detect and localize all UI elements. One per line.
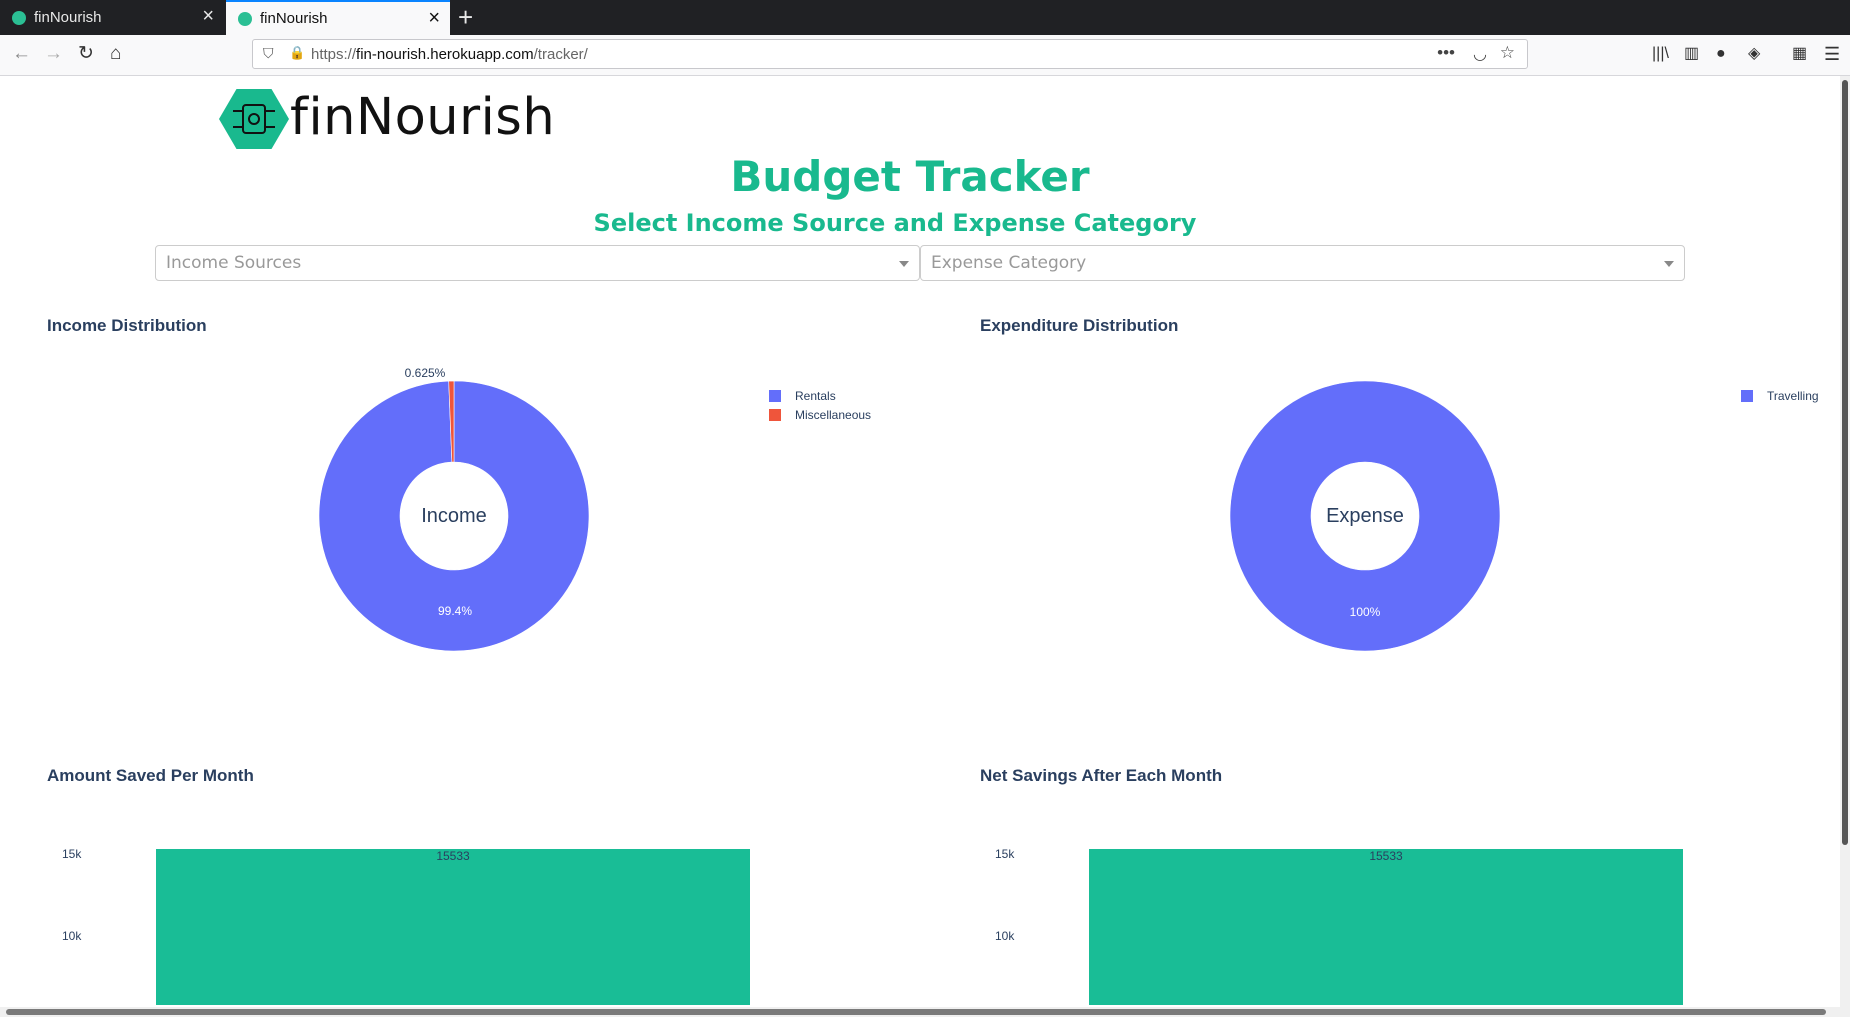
slice-label: 100% [1349, 605, 1381, 619]
close-tab-icon[interactable]: × [428, 7, 440, 29]
shield-icon[interactable]: ⛉ [263, 45, 274, 61]
slice-label: 0.625% [404, 366, 446, 380]
legend-item[interactable]: Travelling [1741, 386, 1819, 405]
extension-icon[interactable]: ◈ [1748, 45, 1761, 62]
tab-title: finNourish [260, 10, 328, 27]
chevron-down-icon[interactable] [1664, 261, 1674, 267]
browser-tab-active[interactable]: finNourish × [226, 0, 450, 35]
legend-item[interactable]: Miscellaneous [769, 405, 871, 424]
legend-label: Miscellaneous [795, 407, 872, 422]
chart-title: Net Savings After Each Month [980, 766, 1223, 785]
page-subtitle: Select Income Source and Expense Categor… [593, 209, 1197, 237]
y-tick-label: 15k [995, 847, 1015, 861]
pie-slice[interactable] [318, 380, 590, 652]
navigation-toolbar: ← → ↻ ⌂ ⛉ 🔒 https://fin-nourish.herokuap… [0, 35, 1850, 76]
y-tick-label: 10k [995, 929, 1015, 943]
tab-title: finNourish [34, 9, 102, 26]
legend-label: Rentals [795, 388, 836, 403]
pocket-icon[interactable]: ◡ [1473, 46, 1487, 63]
legend-item[interactable]: Rentals [769, 386, 871, 405]
favicon-icon [238, 11, 252, 26]
legend: Travelling [1741, 386, 1819, 405]
reload-icon[interactable]: ↻ [78, 43, 94, 64]
chart-title: Amount Saved Per Month [47, 766, 254, 785]
dropdown-placeholder: Income Sources [166, 253, 302, 273]
donut-center-label: Income [421, 505, 487, 527]
pie-slice[interactable] [1229, 380, 1501, 652]
lock-icon[interactable]: 🔒 [289, 45, 306, 60]
tab-strip: finNourish × finNourish × + [0, 0, 1850, 35]
horizontal-scrollbar-thumb[interactable] [6, 1009, 1826, 1015]
extensions-grid-icon[interactable]: ▦ [1792, 45, 1808, 62]
dropdown-placeholder: Expense Category [931, 253, 1087, 273]
bookmark-star-icon[interactable]: ☆ [1499, 43, 1515, 62]
chart-title: Income Distribution [47, 316, 207, 335]
url-scheme: https:// [311, 46, 357, 63]
page-title: Budget Tracker [730, 152, 1090, 201]
library-icon[interactable]: |||\ [1652, 45, 1669, 62]
address-bar[interactable]: ⛉ 🔒 https://fin-nourish.herokuapp.com/tr… [252, 39, 1528, 69]
legend-swatch [769, 389, 781, 402]
donut-center-label: Expense [1326, 505, 1404, 527]
expense-category-dropdown[interactable]: Expense Category [920, 245, 1685, 281]
home-icon[interactable]: ⌂ [110, 43, 122, 64]
url-text[interactable]: https://fin-nourish.herokuapp.com/tracke… [311, 46, 588, 63]
chevron-down-icon[interactable] [899, 261, 909, 267]
slice-label: 99.4% [437, 604, 473, 618]
new-tab-icon[interactable]: + [458, 2, 474, 32]
legend-swatch [769, 408, 781, 421]
url-host: fin-nourish.herokuapp.com [356, 46, 534, 63]
expense-donut-chart [1229, 380, 1501, 652]
y-tick-label: 10k [62, 929, 82, 943]
legend-swatch [1741, 389, 1753, 402]
account-icon[interactable]: ● [1716, 45, 1726, 62]
y-tick-label: 15k [62, 847, 82, 861]
close-tab-icon[interactable]: × [202, 5, 214, 27]
vertical-scrollbar-thumb[interactable] [1842, 80, 1848, 845]
chart-title: Expenditure Distribution [980, 316, 1179, 335]
back-icon[interactable]: ← [12, 43, 31, 64]
logo-hands-icon [233, 104, 275, 134]
bar-data-label: 15533 [1369, 849, 1403, 863]
legend: Rentals Miscellaneous [769, 386, 871, 424]
logo-icon [219, 89, 289, 149]
forward-icon[interactable]: → [44, 43, 63, 64]
logo-text: finNourish [290, 88, 556, 147]
menu-icon[interactable]: ☰ [1824, 44, 1841, 64]
income-donut-chart [318, 380, 590, 652]
page-actions-icon[interactable]: ••• [1437, 43, 1455, 62]
pie-slice[interactable] [448, 380, 455, 463]
bar-data-label: 15533 [436, 849, 470, 863]
income-sources-dropdown[interactable]: Income Sources [155, 245, 920, 281]
browser-tab[interactable]: finNourish × [0, 0, 224, 35]
sidebar-icon[interactable]: ▥ [1684, 45, 1700, 62]
legend-label: Travelling [1767, 388, 1819, 403]
bar [156, 849, 750, 1005]
favicon-icon [12, 10, 26, 25]
bar [1089, 849, 1683, 1005]
url-path: /tracker/ [533, 46, 588, 63]
